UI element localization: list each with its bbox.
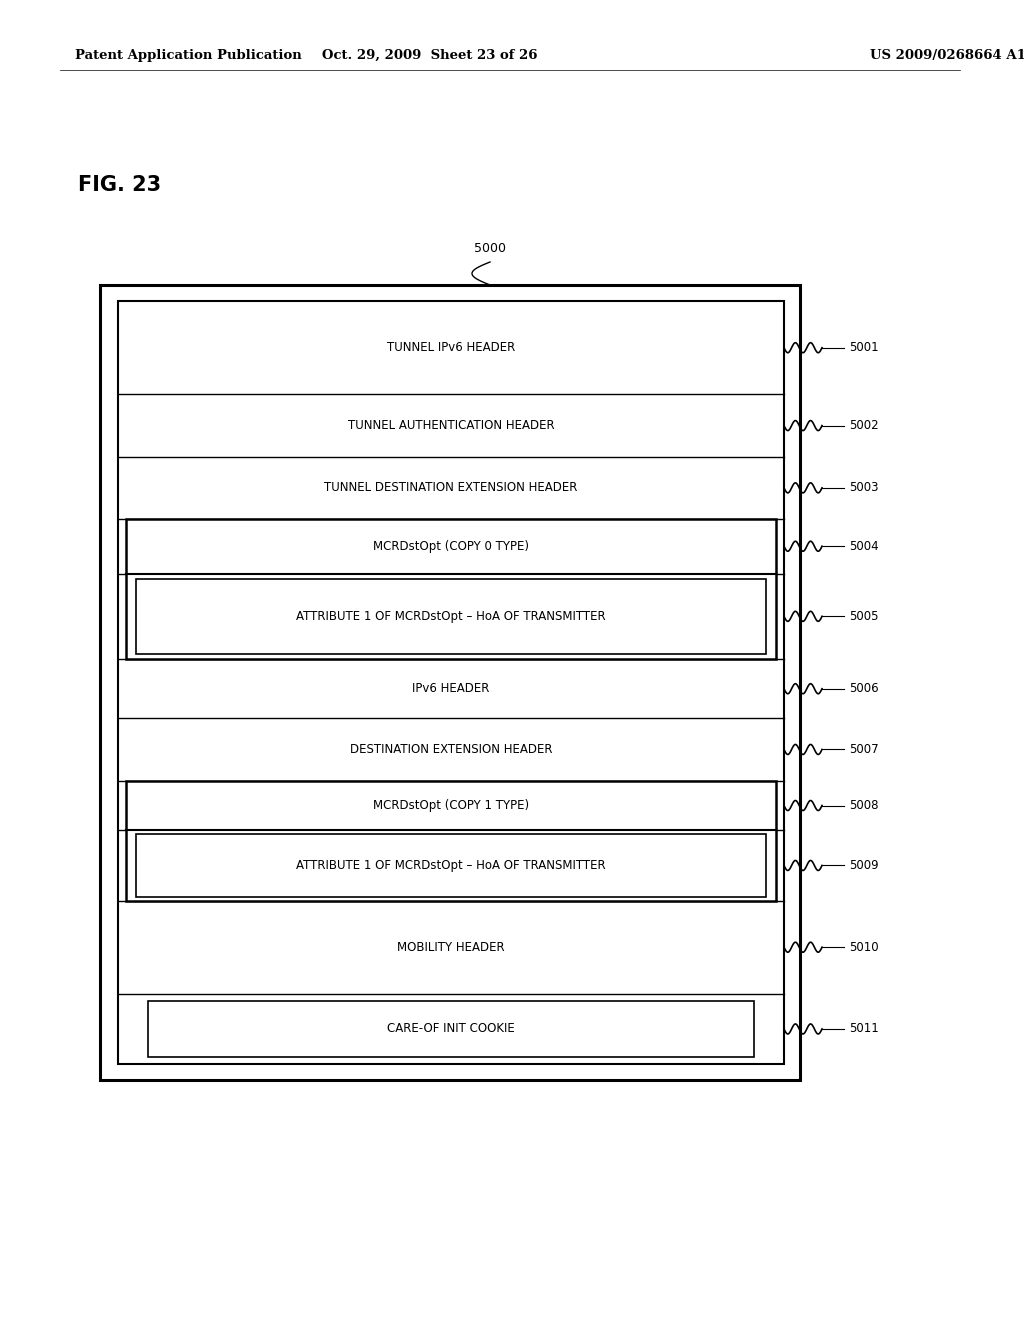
Polygon shape: [136, 578, 766, 655]
Polygon shape: [136, 834, 766, 896]
Text: DESTINATION EXTENSION HEADER: DESTINATION EXTENSION HEADER: [350, 743, 552, 756]
Text: ATTRIBUTE 1 OF MCRDstOpt – HoA OF TRANSMITTER: ATTRIBUTE 1 OF MCRDstOpt – HoA OF TRANSM…: [296, 859, 606, 873]
Text: ATTRIBUTE 1 OF MCRDstOpt – HoA OF TRANSMITTER: ATTRIBUTE 1 OF MCRDstOpt – HoA OF TRANSM…: [296, 610, 606, 623]
Text: FIG. 23: FIG. 23: [78, 176, 161, 195]
Text: Oct. 29, 2009  Sheet 23 of 26: Oct. 29, 2009 Sheet 23 of 26: [323, 49, 538, 62]
Text: IPv6 HEADER: IPv6 HEADER: [413, 682, 489, 696]
Text: 5011: 5011: [849, 1023, 879, 1035]
Text: MOBILITY HEADER: MOBILITY HEADER: [397, 941, 505, 954]
Text: 5009: 5009: [849, 859, 879, 873]
Text: US 2009/0268664 A1: US 2009/0268664 A1: [870, 49, 1024, 62]
Text: 5003: 5003: [849, 482, 879, 495]
Text: TUNNEL AUTHENTICATION HEADER: TUNNEL AUTHENTICATION HEADER: [348, 418, 554, 432]
Text: 5005: 5005: [849, 610, 879, 623]
Text: 5007: 5007: [849, 743, 879, 756]
Text: 5004: 5004: [849, 540, 879, 553]
Text: CARE-OF INIT COOKIE: CARE-OF INIT COOKIE: [387, 1023, 515, 1035]
Text: MCRDstOpt (COPY 1 TYPE): MCRDstOpt (COPY 1 TYPE): [373, 799, 529, 812]
Text: 5001: 5001: [849, 341, 879, 354]
Text: 5002: 5002: [849, 418, 879, 432]
Polygon shape: [148, 1001, 754, 1057]
Text: 5000: 5000: [474, 242, 506, 255]
Text: 5008: 5008: [849, 799, 879, 812]
Text: 5006: 5006: [849, 682, 879, 696]
Polygon shape: [126, 519, 776, 659]
Text: TUNNEL IPv6 HEADER: TUNNEL IPv6 HEADER: [387, 341, 515, 354]
Text: MCRDstOpt (COPY 0 TYPE): MCRDstOpt (COPY 0 TYPE): [373, 540, 529, 553]
Text: 5010: 5010: [849, 941, 879, 954]
Text: Patent Application Publication: Patent Application Publication: [75, 49, 302, 62]
Text: TUNNEL DESTINATION EXTENSION HEADER: TUNNEL DESTINATION EXTENSION HEADER: [325, 482, 578, 495]
Polygon shape: [126, 780, 776, 900]
